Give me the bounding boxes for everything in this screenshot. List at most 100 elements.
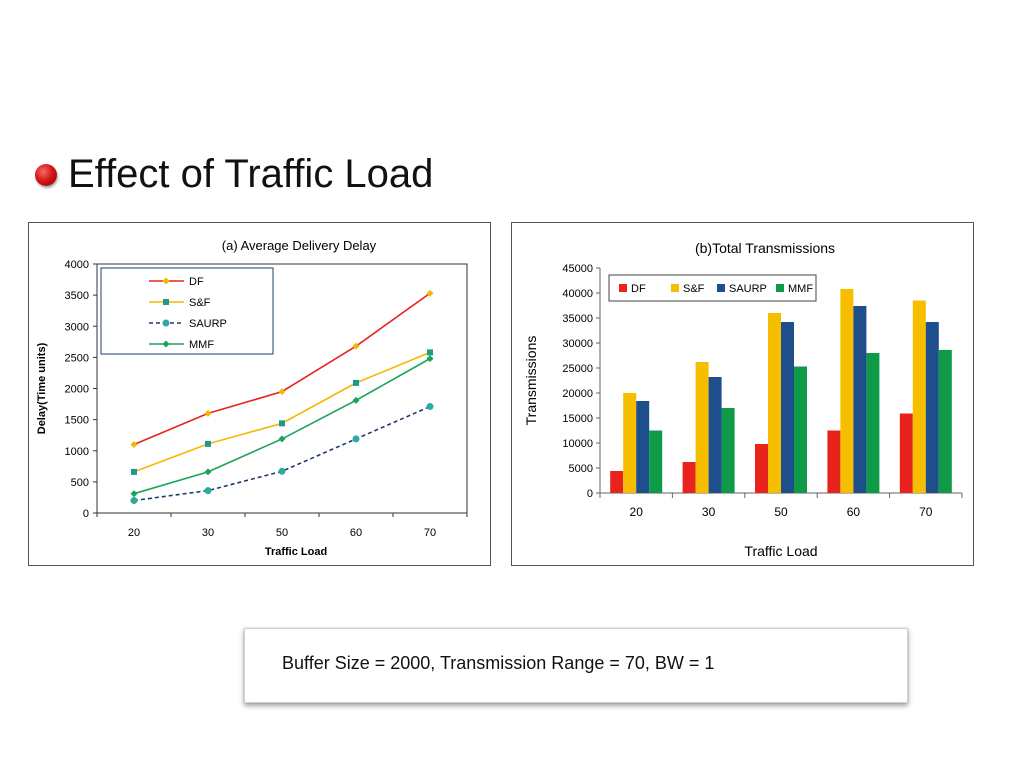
- y-axis-label: Transmissions: [523, 336, 539, 426]
- x-axis-label: Traffic Load: [265, 546, 327, 558]
- bar-sf: [768, 313, 781, 493]
- bar-sf: [695, 362, 709, 493]
- legend-label: DF: [189, 276, 204, 288]
- chart-b-title: (b)Total Transmissions: [695, 240, 835, 256]
- data-point: [204, 468, 212, 476]
- series-line: [133, 351, 431, 473]
- y-tick-label: 30000: [562, 338, 593, 350]
- y-tick-label: 2000: [65, 384, 89, 396]
- y-tick-label: 500: [71, 477, 89, 489]
- data-point: [278, 467, 286, 475]
- bar-df: [899, 413, 913, 493]
- series-mmf: [130, 355, 434, 498]
- bar-mmf: [721, 408, 735, 493]
- transmissions-chart: (b)Total Transmissions 0 5000 10000 15000 200…: [523, 240, 963, 559]
- y-tick-label: 3000: [65, 321, 89, 333]
- legend-label: SAURP: [189, 318, 227, 330]
- y-tick-label: 45000: [562, 263, 593, 275]
- y-tick-label: 0: [587, 488, 593, 500]
- x-tick-label: 50: [774, 505, 788, 519]
- x-tick-label: 50: [276, 527, 288, 539]
- data-point: [352, 396, 360, 404]
- data-point: [130, 490, 138, 498]
- bar-df: [610, 471, 624, 493]
- bar-df: [827, 430, 841, 493]
- data-point: [204, 409, 212, 417]
- y-tick-label: 10000: [562, 438, 593, 450]
- legend-label: MMF: [189, 339, 214, 351]
- data-point: [204, 487, 212, 495]
- bar-sf: [623, 393, 637, 493]
- legend-label: S&F: [189, 297, 211, 309]
- legend-label: MMF: [788, 283, 813, 295]
- y-tick-label: 35000: [562, 313, 593, 325]
- bar-saurp: [853, 306, 867, 493]
- legend-swatch: [776, 284, 784, 292]
- bar-saurp: [636, 401, 650, 493]
- bullet-icon: [35, 164, 57, 186]
- y-tick-label: 20000: [562, 388, 593, 400]
- delay-chart-panel: (a) Average Delivery Delay 0 500 1000 1500 20…: [28, 222, 491, 566]
- bar-mmf: [794, 366, 807, 493]
- bar-df: [682, 462, 696, 493]
- y-tick-label: 1500: [65, 415, 89, 427]
- data-point: [205, 440, 211, 447]
- series-sf: [131, 349, 433, 475]
- y-tick-label: 1000: [65, 446, 89, 458]
- data-point: [353, 379, 359, 386]
- legend-marker: [162, 319, 170, 327]
- data-point: [426, 403, 434, 411]
- x-tick-label: 70: [424, 527, 436, 539]
- series-line: [133, 405, 431, 502]
- legend-marker: [162, 277, 170, 285]
- data-point: [131, 468, 137, 475]
- legend-swatch: [717, 284, 725, 292]
- bar-mmf: [649, 430, 663, 493]
- y-tick-label: 15000: [562, 413, 593, 425]
- y-axis-label: Delay(Time units): [36, 342, 48, 434]
- bar-sf: [912, 300, 926, 493]
- data-point: [130, 497, 138, 505]
- data-point: [352, 435, 360, 443]
- legend-label: DF: [631, 283, 646, 295]
- bar-mmf: [938, 350, 952, 493]
- data-point: [426, 355, 434, 363]
- legend-swatch: [671, 284, 679, 292]
- bar-saurp: [708, 377, 722, 493]
- data-point: [352, 342, 360, 350]
- chart-b-legend: DF S&F SAURP MMF: [608, 274, 817, 302]
- transmissions-chart-panel: (b)Total Transmissions 0 5000 10000 15000 200…: [511, 222, 974, 566]
- x-tick-label: 70: [919, 505, 933, 519]
- y-tick-label: 3500: [65, 290, 89, 302]
- legend-label: S&F: [683, 283, 705, 295]
- y-tick-label: 25000: [562, 363, 593, 375]
- data-point: [278, 388, 286, 396]
- x-tick-label: 20: [128, 527, 140, 539]
- y-tick-label: 2500: [65, 352, 89, 364]
- chart-a-title: (a) Average Delivery Delay: [222, 238, 377, 253]
- x-axis-label: Traffic Load: [744, 543, 817, 559]
- y-tick-label: 0: [83, 508, 89, 520]
- legend-marker: [163, 299, 169, 305]
- chart-a-legend: DF S&F SAURP MMF: [100, 267, 274, 355]
- series-saurp: [130, 403, 434, 505]
- slide-title: Effect of Traffic Load: [68, 152, 434, 196]
- delay-chart: (a) Average Delivery Delay 0 500 1000 1500 20…: [36, 238, 468, 558]
- bar-saurp: [781, 322, 794, 493]
- data-point: [426, 289, 434, 297]
- bar-sf: [840, 289, 854, 493]
- x-tick-label: 30: [702, 505, 716, 519]
- x-tick-label: 60: [847, 505, 861, 519]
- parameters-note: Buffer Size = 2000, Transmission Range =…: [282, 653, 715, 673]
- y-tick-label: 40000: [562, 288, 593, 300]
- x-tick-label: 30: [202, 527, 214, 539]
- data-point: [130, 441, 138, 449]
- bar-df: [755, 444, 768, 493]
- data-point: [279, 420, 285, 427]
- y-tick-label: 4000: [65, 259, 89, 271]
- legend-swatch: [619, 284, 627, 292]
- data-point: [427, 349, 433, 356]
- data-point: [278, 435, 286, 443]
- series-df: [130, 289, 434, 449]
- bar-mmf: [866, 353, 880, 493]
